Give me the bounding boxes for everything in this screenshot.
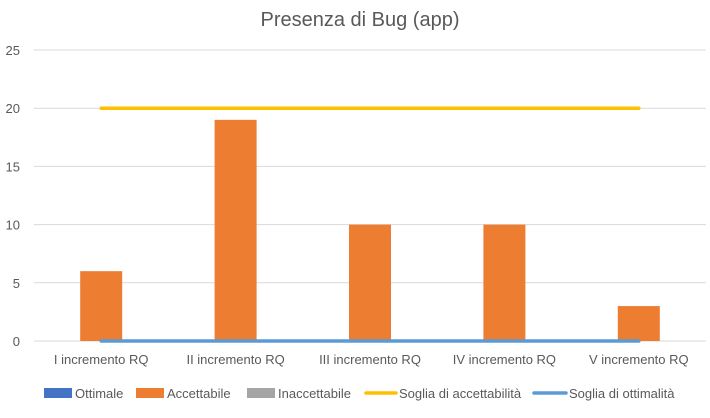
legend-swatch — [44, 388, 72, 398]
bar-4 — [483, 224, 526, 341]
x-tick-label: I incremento RQ — [54, 352, 149, 367]
chart-title: Presenza di Bug (app) — [260, 9, 459, 31]
y-tick-label: 20 — [6, 101, 20, 116]
y-tick-label: 15 — [6, 159, 20, 174]
legend-swatch — [136, 388, 164, 398]
legend-label: Soglia di accettabilità — [399, 386, 522, 401]
legend-label: Soglia di ottimalità — [569, 386, 675, 401]
x-tick-label: III incremento RQ — [319, 352, 421, 367]
y-tick-label: 5 — [13, 276, 20, 291]
bar-5 — [617, 306, 660, 341]
x-tick-label: IV incremento RQ — [453, 352, 556, 367]
y-tick-label: 25 — [6, 43, 20, 58]
y-axis: 0 5 10 15 20 25 — [6, 43, 20, 349]
x-axis: I incremento RQ II incremento RQ III incre… — [54, 352, 689, 367]
legend-swatch — [247, 388, 275, 398]
y-tick-label: 0 — [13, 334, 20, 349]
threshold-lines — [99, 106, 641, 343]
legend-label: Accettabile — [167, 386, 231, 401]
bar-1 — [80, 271, 123, 341]
bar-2 — [214, 119, 257, 341]
y-tick-label: 10 — [6, 218, 20, 233]
x-tick-label: II incremento RQ — [186, 352, 284, 367]
bar-3 — [349, 224, 391, 341]
legend-label: Ottimale — [75, 386, 123, 401]
x-tick-label: V incremento RQ — [589, 352, 689, 367]
bars — [80, 119, 660, 341]
legend-label: Inaccettabile — [278, 386, 351, 401]
legend: Ottimale Accettabile Inaccettabile Soglia d… — [44, 386, 675, 401]
